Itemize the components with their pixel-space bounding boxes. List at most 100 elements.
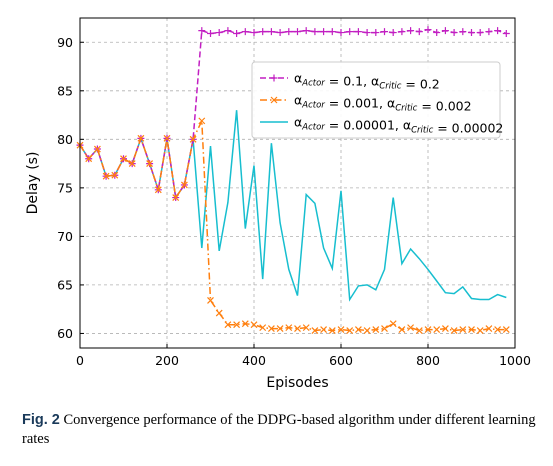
data-point-s1 [415, 28, 423, 36]
data-point-s2 [441, 325, 449, 333]
data-point-s2 [189, 135, 197, 143]
data-point-s1 [494, 27, 502, 35]
data-point-s1 [381, 28, 388, 36]
data-point-s2 [311, 327, 319, 334]
data-point-s2 [267, 325, 275, 333]
data-point-s1 [459, 28, 467, 36]
data-point-s1 [363, 29, 371, 37]
y-tick-label: 80 [57, 132, 73, 147]
data-point-s1 [294, 28, 301, 36]
series-line-s2 [79, 120, 507, 332]
data-point-s2 [137, 134, 145, 142]
data-point-s1 [372, 29, 380, 37]
data-point-s2 [198, 117, 206, 125]
data-point-s2 [128, 160, 136, 168]
data-point-s1 [424, 26, 432, 34]
data-point-s2 [250, 321, 258, 329]
data-point-s1 [433, 29, 441, 37]
data-point-s2 [389, 320, 397, 328]
caption-text: Convergence performance of the DDPG-base… [22, 412, 536, 447]
y-tick-label: 90 [57, 35, 73, 50]
data-point-s2 [241, 320, 249, 328]
data-point-s2 [459, 326, 467, 333]
data-point-s2 [346, 327, 354, 334]
data-point-s1 [250, 29, 258, 37]
plot-frame [79, 17, 516, 349]
data-point-s2 [415, 327, 423, 334]
data-point-s2 [302, 324, 310, 332]
data-point-s2 [494, 326, 502, 333]
legend-entry: αActor = 0.00001, αCritic = 0.00002 [260, 115, 503, 136]
data-point-s2 [485, 325, 493, 333]
y-tick-label: 65 [57, 277, 73, 292]
chart: 0 200 400 600 800 1000 60 65 70 75 80 85 90 Episodes… [25, 17, 531, 391]
data-point-s2 [285, 324, 293, 332]
data-point-s2 [502, 326, 510, 333]
data-point-s1 [311, 28, 319, 36]
legend-box [251, 61, 501, 139]
y-tick-label: 85 [57, 83, 73, 98]
data-point-s2 [146, 160, 154, 168]
data-point-s1 [468, 29, 475, 37]
data-point-s1 [407, 27, 415, 35]
caption-label: Fig. 2 [22, 412, 60, 428]
legend-label: αActor = 0.001, αCritic = 0.002 [294, 93, 472, 114]
x-tick-label: 0 [76, 353, 84, 368]
data-point-s2 [476, 327, 484, 334]
data-point-s1 [276, 29, 284, 37]
x-tick-label: 400 [242, 353, 266, 368]
legend-entry: αActor = 0.001, αCritic = 0.002 [260, 93, 472, 114]
data-point-s2 [276, 325, 284, 333]
data-point-s1 [215, 29, 223, 37]
data-point-s2 [450, 327, 458, 334]
data-point-s2 [102, 172, 110, 180]
data-point-s2 [354, 326, 362, 333]
series-s2 [76, 117, 510, 334]
data-point-s2 [337, 326, 345, 333]
y-tick-label: 70 [57, 229, 73, 244]
data-point-s1 [259, 28, 267, 36]
data-point-s2 [154, 186, 162, 194]
data-point-s2 [215, 309, 223, 317]
ticks: 0 200 400 600 800 1000 60 65 70 75 80 85 90 [57, 35, 531, 368]
data-point-s1 [224, 27, 232, 35]
y-tick-label: 60 [57, 326, 73, 341]
data-point-s2 [224, 321, 232, 329]
data-point-s2 [328, 327, 336, 334]
x-tick-label: 1000 [499, 353, 531, 368]
x-tick-label: 200 [155, 353, 179, 368]
data-point-s2 [424, 326, 432, 333]
data-point-s1 [346, 28, 354, 36]
data-point-s1 [302, 27, 310, 35]
data-point-s2 [85, 155, 93, 163]
data-point-s1 [398, 28, 406, 36]
figure-caption: Fig. 2 Convergence performance of the DD… [22, 411, 547, 449]
data-point-s2 [433, 326, 441, 333]
x-tick-label: 600 [329, 353, 353, 368]
data-point-s2 [320, 326, 328, 333]
legend-marker-s2 [270, 96, 278, 104]
data-point-s1 [320, 28, 328, 36]
legend-entry: αActor = 0.1, αCritic = 0.2 [260, 71, 440, 92]
data-point-s1 [198, 27, 206, 35]
data-point-s2 [407, 324, 415, 332]
data-point-s1 [241, 28, 249, 36]
y-axis-label: Delay (s) [25, 152, 41, 215]
data-point-s2 [468, 326, 475, 333]
legend-marker-s1 [270, 74, 278, 82]
data-point-s1 [337, 29, 345, 37]
data-point-s2 [294, 325, 301, 333]
data-point-s1 [285, 28, 293, 36]
data-point-s2 [120, 155, 127, 163]
data-point-s1 [207, 30, 214, 38]
data-point-s2 [259, 324, 267, 332]
data-point-s1 [450, 29, 458, 37]
data-point-s1 [441, 27, 449, 35]
data-point-s1 [476, 29, 484, 37]
data-point-s2 [93, 145, 101, 153]
y-tick-label: 75 [57, 180, 73, 195]
data-point-s2 [163, 134, 171, 142]
data-point-s1 [328, 28, 336, 36]
legend-label: αActor = 0.1, αCritic = 0.2 [294, 71, 440, 92]
